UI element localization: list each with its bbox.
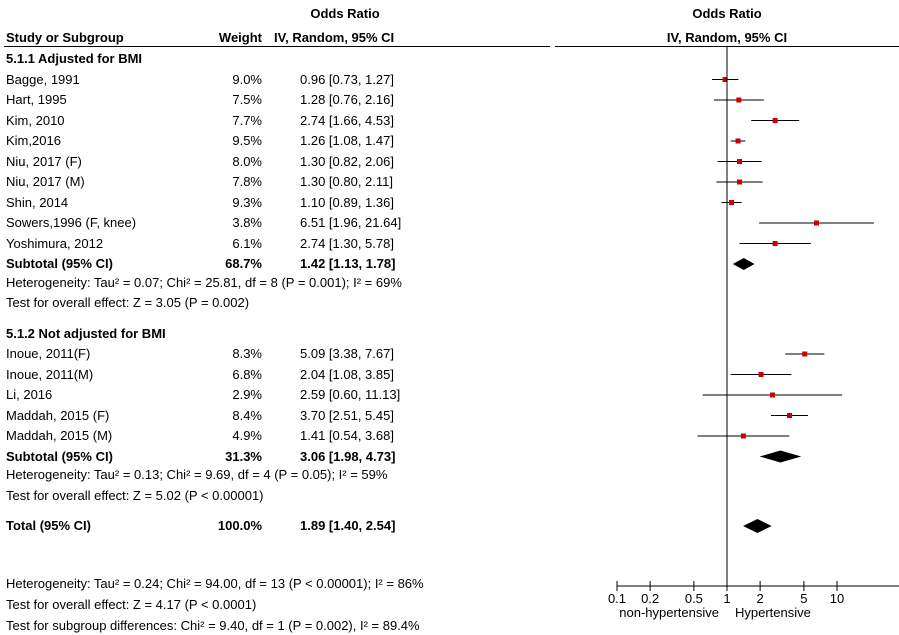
subtotal-label: Subtotal (95% CI) xyxy=(6,448,113,464)
study-weight: 7.5% xyxy=(232,92,262,107)
study-ci: 0.96 [0.73, 1.27] xyxy=(300,71,394,87)
study-name: Yoshimura, 2012 xyxy=(6,235,104,251)
study-name: Inoue, 2011(F) xyxy=(6,346,91,361)
heterogeneity-text: Heterogeneity: Tau² = 0.13; Chi² = 9.69,… xyxy=(6,467,388,482)
study-ci: 5.09 [3.38, 7.67] xyxy=(300,346,394,361)
summary-diamond xyxy=(759,450,802,463)
study-ci: 1.41 [0.54, 3.68] xyxy=(300,428,394,443)
favours-left-label: non-hypertensive xyxy=(619,605,719,620)
study-weight: 2.9% xyxy=(232,387,262,402)
study-ci: 2.74 [1.30, 5.78] xyxy=(300,235,394,251)
study-name: Hart, 1995 xyxy=(6,92,67,107)
total-heterogeneity: Heterogeneity: Tau² = 0.24; Chi² = 94.00… xyxy=(6,576,424,591)
study-weight: 8.0% xyxy=(232,153,262,169)
study-name: Shin, 2014 xyxy=(6,194,69,210)
point-estimate-marker xyxy=(736,97,742,103)
study-name: Kim,2016 xyxy=(6,133,61,148)
point-estimate-marker xyxy=(772,118,778,123)
table-header-rule xyxy=(4,46,550,47)
total-overall-effect: Test for overall effect: Z = 4.17 (P < 0… xyxy=(6,597,257,612)
study-ci: 1.10 [0.89, 1.36] xyxy=(300,194,394,210)
study-ci: 2.74 [1.66, 4.53] xyxy=(300,112,394,128)
subgroup-differences: Test for subgroup differences: Chi² = 9.… xyxy=(6,618,420,633)
summary-diamond xyxy=(732,258,755,270)
point-estimate-marker xyxy=(787,413,793,418)
study-name: Li, 2016 xyxy=(6,387,53,402)
plot-header-rule xyxy=(555,46,899,47)
subgroup-title: 5.1.2 Not adjusted for BMI xyxy=(6,325,166,341)
subtotal-ci: 3.06 [1.98, 4.73] xyxy=(300,448,396,464)
point-estimate-marker xyxy=(772,241,778,246)
x-tick-label: 0.2 xyxy=(641,591,659,606)
total-label: Total (95% CI) xyxy=(6,518,91,533)
study-name: Sowers,1996 (F, knee) xyxy=(6,215,137,230)
point-estimate-marker xyxy=(813,220,819,226)
point-estimate-marker xyxy=(722,77,728,82)
overall-effect-text: Test for overall effect: Z = 3.05 (P = 0… xyxy=(6,295,250,310)
study-ci: 6.51 [1.96, 21.64] xyxy=(300,215,402,230)
point-estimate-marker xyxy=(735,138,741,144)
study-name: Kim, 2010 xyxy=(6,112,65,128)
subtotal-weight: 31.3% xyxy=(225,448,262,464)
study-column-header: Study or Subgroup xyxy=(6,30,124,45)
study-weight: 9.3% xyxy=(232,194,262,210)
study-name: Inoue, 2011(M) xyxy=(6,366,94,382)
point-estimate-marker xyxy=(740,433,746,439)
study-ci: 2.04 [1.08, 3.85] xyxy=(300,366,394,382)
study-name: Maddah, 2015 (F) xyxy=(6,407,110,423)
study-weight: 4.9% xyxy=(232,428,262,443)
total-ci: 1.89 [1.40, 2.54] xyxy=(300,518,396,533)
study-weight: 8.4% xyxy=(232,407,262,423)
x-tick-label: 1 xyxy=(723,591,730,606)
study-name: Niu, 2017 (F) xyxy=(6,153,82,169)
or-header-top: Odds Ratio xyxy=(310,6,380,21)
subtotal-weight: 68.7% xyxy=(225,256,262,271)
study-ci: 1.28 [0.76, 2.16] xyxy=(300,92,394,107)
point-estimate-marker xyxy=(737,159,743,164)
plot-header-top: Odds Ratio xyxy=(692,6,762,21)
point-estimate-marker xyxy=(737,179,743,185)
x-tick-label: 2 xyxy=(756,591,763,606)
x-tick-label: 5 xyxy=(800,591,807,606)
overall-effect-text: Test for overall effect: Z = 5.02 (P < 0… xyxy=(6,487,264,503)
total-diamond xyxy=(743,519,772,533)
subtotal-ci: 1.42 [1.13, 1.78] xyxy=(300,256,396,271)
study-ci: 2.59 [0.60, 11.13] xyxy=(300,387,401,402)
point-estimate-marker xyxy=(729,200,735,205)
study-weight: 9.0% xyxy=(232,71,262,87)
point-estimate-marker xyxy=(802,351,808,357)
study-ci: 1.30 [0.80, 2.11] xyxy=(300,174,393,189)
study-weight: 3.8% xyxy=(232,215,262,230)
study-name: Bagge, 1991 xyxy=(6,71,80,87)
heterogeneity-text: Heterogeneity: Tau² = 0.07; Chi² = 25.81… xyxy=(6,274,402,290)
plot-method-header: IV, Random, 95% CI xyxy=(666,30,788,45)
point-estimate-marker xyxy=(758,372,764,377)
x-tick-label: 10 xyxy=(830,591,844,606)
study-name: Maddah, 2015 (M) xyxy=(6,428,113,443)
favours-right-label: Hypertensive xyxy=(735,605,811,620)
subgroup-title: 5.1.1 Adjusted for BMI xyxy=(6,51,143,66)
study-ci: 1.30 [0.82, 2.06] xyxy=(300,153,394,169)
weight-column-header: Weight xyxy=(218,30,262,45)
study-weight: 6.8% xyxy=(232,366,262,382)
study-name: Niu, 2017 (M) xyxy=(6,174,85,189)
study-weight: 8.3% xyxy=(232,346,262,361)
x-tick-label: 0.5 xyxy=(685,591,703,606)
study-weight: 7.7% xyxy=(232,112,262,128)
total-weight: 100.0% xyxy=(217,518,262,533)
point-estimate-marker xyxy=(769,392,775,398)
study-weight: 9.5% xyxy=(232,133,262,148)
method-column-header: IV, Random, 95% CI xyxy=(274,30,395,45)
x-tick-label: 0.1 xyxy=(608,591,626,606)
study-ci: 3.70 [2.51, 5.45] xyxy=(300,407,394,423)
study-ci: 1.26 [1.08, 1.47] xyxy=(300,133,394,148)
study-weight: 6.1% xyxy=(232,235,262,251)
subtotal-label: Subtotal (95% CI) xyxy=(6,256,113,271)
study-weight: 7.8% xyxy=(232,174,262,189)
